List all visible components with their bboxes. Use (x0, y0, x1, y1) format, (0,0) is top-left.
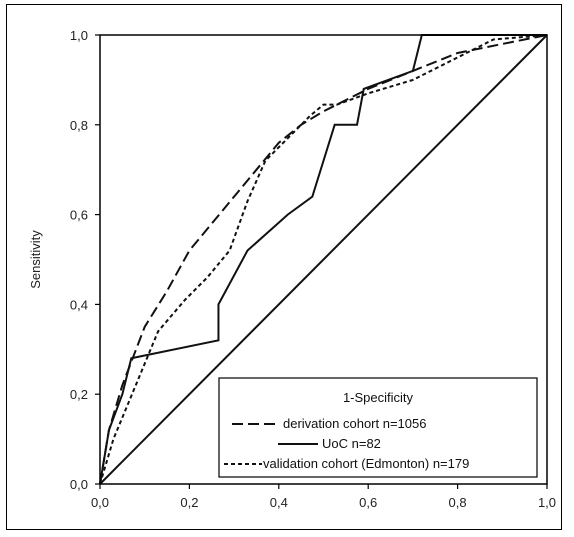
x-tick-label: 0,8 (449, 495, 467, 510)
x-tick-label: 1,0 (538, 495, 556, 510)
legend-entry-label: validation cohort (Edmonton) n=179 (263, 456, 469, 471)
y-tick-label: 0,6 (70, 208, 88, 223)
series-line-1 (99, 34, 547, 485)
y-tick-label: 0,8 (70, 118, 88, 133)
plot-area (99, 34, 548, 485)
series-line-reference (99, 34, 548, 485)
y-tick-label: 0,4 (70, 297, 88, 312)
chart-frame (6, 4, 562, 530)
x-tick-label: 0,0 (91, 495, 109, 510)
axis-ticks: 0,0 0,2 0,4 0,6 0,8 1,0 0,0 0,2 0,4 0,6 0,8 1,0 (70, 28, 556, 510)
y-tick-label: 0,2 (70, 387, 88, 402)
legend-entry-label: UoC n=82 (322, 436, 381, 451)
x-tick-label: 0,6 (359, 495, 377, 510)
plot-lines (99, 34, 548, 485)
series-line-0 (99, 34, 548, 485)
y-tick-label: 0,0 (70, 477, 88, 492)
y-tick-label: 1,0 (70, 28, 88, 43)
legend-box (218, 377, 538, 478)
y-axis-label: Sensitivity (28, 230, 43, 289)
legend-title: 1-Specificity (343, 390, 414, 405)
legend-entry-label: derivation cohort n=1056 (283, 416, 426, 431)
x-tick-label: 0,2 (180, 495, 198, 510)
x-tick-label: 0,4 (270, 495, 288, 510)
legend: 1-Specificity derivation cohort n=1056 Uo… (218, 377, 538, 478)
